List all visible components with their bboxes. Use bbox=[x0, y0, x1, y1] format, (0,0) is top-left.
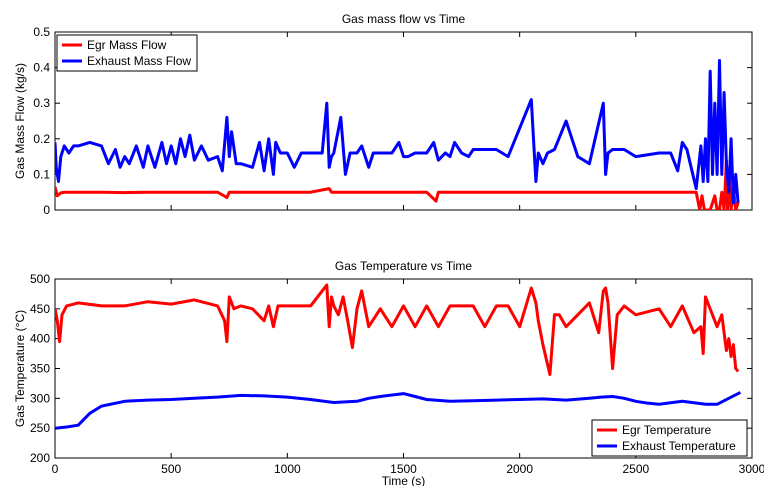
series-line-exhaust-temperature bbox=[55, 391, 742, 430]
y-tick-label: 500 bbox=[30, 272, 50, 286]
x-axis-label: Time (s) bbox=[382, 474, 426, 486]
x-tick-label: 2500 bbox=[622, 462, 649, 476]
x-tick-label: 2000 bbox=[506, 462, 533, 476]
y-tick-label: 200 bbox=[30, 451, 50, 465]
series-group bbox=[55, 283, 742, 430]
y-tick-label: 350 bbox=[30, 362, 50, 376]
y-tick-label: 250 bbox=[30, 421, 50, 435]
y-axis-label: Gas Temperature (°C) bbox=[13, 310, 27, 427]
legend-label: Egr Mass Flow bbox=[87, 38, 167, 52]
y-tick-label: 0 bbox=[43, 203, 50, 217]
legend-label: Exhaust Temperature bbox=[622, 439, 736, 453]
legend-label: Egr Temperature bbox=[622, 423, 711, 437]
y-tick-label: 0.4 bbox=[33, 61, 50, 75]
legend: Egr Temperature Exhaust Temperature bbox=[591, 419, 748, 457]
y-tick-label: 400 bbox=[30, 332, 50, 346]
y-tick-label: 300 bbox=[30, 391, 50, 405]
y-tick-label: 450 bbox=[30, 302, 50, 316]
series-line-egr-temperature bbox=[55, 283, 740, 376]
series-group bbox=[55, 59, 740, 210]
y-axis-label: Gas Mass Flow (kg/s) bbox=[13, 63, 27, 179]
series-line-exhaust-mass-flow bbox=[55, 59, 740, 205]
x-tick-label: 0 bbox=[52, 462, 59, 476]
series-line-egr-mass-flow bbox=[55, 158, 740, 210]
x-tick-label: 1000 bbox=[274, 462, 301, 476]
y-tick-label: 0.5 bbox=[33, 25, 50, 39]
chart-title: Gas mass flow vs Time bbox=[342, 12, 466, 26]
legend-box bbox=[591, 419, 748, 457]
chart-title: Gas Temperature vs Time bbox=[335, 259, 472, 273]
y-tick-label: 0.1 bbox=[33, 167, 50, 181]
temperature-panel: Gas Temperature vs Time 200 250 300 350 400 45… bbox=[13, 259, 764, 486]
x-tick-label: 1500 bbox=[390, 462, 417, 476]
mass-flow-panel: Gas mass flow vs Time 0 0.1 0.2 0.3 0.4 0.5 Gas… bbox=[13, 12, 753, 217]
x-tick-label: 500 bbox=[161, 462, 181, 476]
legend-box bbox=[56, 34, 198, 72]
y-tick-label: 0.3 bbox=[33, 96, 50, 110]
y-tick-label: 0.2 bbox=[33, 132, 50, 146]
legend-label: Exhaust Mass Flow bbox=[87, 54, 191, 68]
legend: Egr Mass Flow Exhaust Mass Flow bbox=[56, 34, 198, 72]
x-tick-label: 3000 bbox=[739, 462, 764, 476]
